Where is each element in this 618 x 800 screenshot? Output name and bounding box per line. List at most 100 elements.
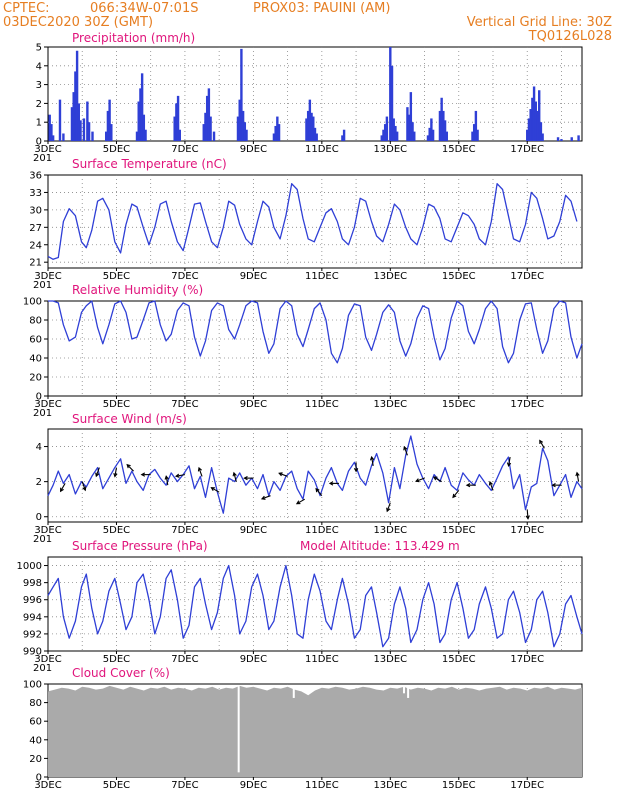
y-tick-label: 994 — [23, 612, 42, 623]
cloud-cover-gap — [237, 685, 240, 773]
x-tick-label: 3DEC — [34, 780, 61, 791]
wind-arrow-head — [551, 483, 556, 488]
precip-bar — [173, 116, 176, 141]
wind-arrow-head — [386, 507, 391, 513]
y-tick-label: 1000 — [17, 561, 42, 572]
wind-arrow-head — [328, 481, 334, 486]
x-tick-label: 15DEC — [442, 399, 476, 410]
precip-bar — [531, 97, 534, 141]
x-tick-label: 15DEC — [442, 525, 476, 536]
wind-arrow-shaft — [539, 440, 545, 449]
precip-bar — [75, 50, 79, 142]
precip-bar — [50, 124, 53, 141]
y-tick-label: 2 — [36, 99, 42, 110]
x-tick-label: 3DEC — [34, 654, 61, 665]
precip-bar — [443, 120, 447, 141]
precip-bar — [556, 137, 560, 141]
wind-arrow — [506, 456, 512, 468]
y-tick-label: 0 — [36, 773, 42, 784]
x-tick-label: 11DEC — [305, 525, 339, 536]
wind-arrow-shaft — [508, 456, 511, 467]
y-tick-label: 24 — [29, 240, 42, 251]
precip-bar — [144, 129, 147, 141]
wind-arrow-shaft — [95, 467, 100, 477]
wind-arrow-head — [174, 473, 180, 478]
wind-arrow-head — [432, 476, 438, 481]
panel-cloud-cover: 0 20 40 60 80 100 3DEC 5DEC 7DEC 9DEC 11DEC 13DEC 15… — [23, 680, 583, 791]
precip-bar — [392, 118, 395, 141]
year-label-fragment: 201 — [33, 663, 52, 674]
y-tick-label: 20 — [29, 373, 42, 384]
y-tick-label: 60 — [29, 717, 42, 728]
precip-bar — [240, 48, 243, 141]
precip-bar — [385, 116, 389, 141]
wind-arrow — [113, 467, 118, 478]
precip-bar — [86, 101, 89, 141]
panel-frame — [47, 46, 583, 142]
precip-bar — [74, 71, 77, 141]
wind-arrow — [243, 476, 254, 481]
x-tick-label: 11DEC — [305, 271, 339, 282]
wind-arrow-head — [82, 486, 87, 492]
precip-bar — [77, 103, 81, 141]
x-tick-label: 13DEC — [373, 399, 407, 410]
x-tick-label: 13DEC — [373, 780, 407, 791]
x-tick-label: 11DEC — [305, 399, 339, 410]
x-tick-label: 9DEC — [240, 654, 267, 665]
precip-bar — [570, 137, 573, 141]
precip-bar — [310, 112, 313, 141]
precip-bar — [276, 116, 279, 141]
precip-bar — [202, 124, 205, 141]
x-tick-label: 9DEC — [240, 271, 267, 282]
wind-arrow-head — [539, 439, 544, 445]
precip-bar — [212, 131, 216, 141]
x-tick-label: 17DEC — [510, 525, 544, 536]
panel-title-wind: Surface Wind (m/s) — [72, 412, 187, 426]
precip-bar — [430, 118, 433, 141]
wind-arrow — [295, 498, 306, 505]
precip-bar — [238, 99, 241, 141]
cloud-cover-gap — [292, 685, 295, 698]
header-coords: 066:34W-07:01S — [90, 1, 198, 16]
wind-arrow-shaft — [433, 476, 442, 483]
precip-bar — [82, 118, 86, 141]
wind-arrow — [575, 471, 580, 482]
x-tick-label: 7DEC — [171, 271, 198, 282]
precip-bar — [104, 131, 108, 141]
x-tick-label: 7DEC — [171, 654, 198, 665]
precip-bar — [426, 135, 430, 141]
x-tick-label: 9DEC — [240, 399, 267, 410]
x-tick-label: 7DEC — [171, 525, 198, 536]
precip-bar — [341, 135, 344, 141]
precip-bar — [526, 129, 529, 141]
precip-bar — [440, 97, 443, 141]
precip-bar — [395, 131, 399, 141]
wind-arrow-head — [369, 455, 375, 461]
y-tick-label: 100 — [23, 297, 42, 308]
precip-bar — [394, 125, 397, 141]
wind-arrow-head — [415, 478, 420, 483]
wind-arrow-head — [278, 472, 283, 477]
x-tick-label: 3DEC — [34, 525, 61, 536]
wind-arrow-shaft — [489, 481, 494, 491]
x-tick-label: 5DEC — [103, 144, 130, 155]
model-altitude-label: Model Altitude: 113.429 m — [300, 539, 460, 553]
y-tick-label: 27 — [29, 223, 42, 234]
wind-arrow-shaft — [526, 509, 529, 519]
precip-bar — [315, 133, 318, 141]
precip-bar — [428, 127, 431, 141]
wind-arrow — [369, 455, 375, 466]
wind-arrow-shaft — [114, 467, 118, 477]
x-tick-label: 5DEC — [103, 654, 130, 665]
wind-arrow-head — [113, 473, 118, 478]
y-tick-label: 996 — [23, 595, 42, 606]
x-tick-label: 7DEC — [171, 399, 198, 410]
x-tick-label: 5DEC — [103, 780, 130, 791]
precip-bar — [135, 131, 139, 141]
header-run: 03DEC2020 30Z (GMT) — [3, 15, 153, 30]
wind-arrow-shaft — [60, 483, 66, 492]
precip-bar — [204, 112, 207, 141]
precip-bar — [243, 122, 247, 141]
precip-bar — [411, 122, 414, 141]
panel-wind: 0 2 4 3DEC 5DEC 7DEC 9DEC 11DEC 13DEC 15DEC 17DEC 2… — [33, 428, 583, 545]
